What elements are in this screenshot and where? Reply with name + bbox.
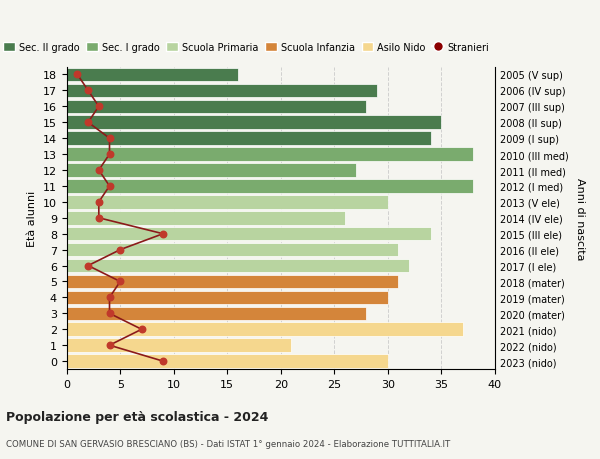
Point <box>115 278 125 285</box>
Point <box>105 183 115 190</box>
Bar <box>67 132 431 146</box>
Bar <box>67 307 367 320</box>
Point <box>105 294 115 302</box>
Bar <box>67 148 473 162</box>
Bar <box>67 275 398 289</box>
Legend: Sec. II grado, Sec. I grado, Scuola Primaria, Scuola Infanzia, Asilo Nido, Stran: Sec. II grado, Sec. I grado, Scuola Prim… <box>0 39 493 57</box>
Bar <box>67 339 292 352</box>
Bar <box>67 84 377 98</box>
Bar <box>67 68 238 82</box>
Point <box>83 88 93 95</box>
Bar <box>67 212 345 225</box>
Point <box>94 167 104 174</box>
Point <box>83 262 93 269</box>
Point <box>94 215 104 222</box>
Point <box>158 358 168 365</box>
Point <box>115 246 125 254</box>
Point <box>83 119 93 127</box>
Bar <box>67 101 367 114</box>
Point <box>137 326 146 333</box>
Bar <box>67 164 356 177</box>
Point <box>105 342 115 349</box>
Point <box>94 103 104 111</box>
Point <box>73 72 82 79</box>
Bar <box>67 228 431 241</box>
Point <box>105 151 115 158</box>
Y-axis label: Età alunni: Età alunni <box>28 190 37 246</box>
Bar <box>67 259 409 273</box>
Point <box>105 135 115 143</box>
Bar <box>67 323 463 336</box>
Bar <box>67 243 398 257</box>
Text: Popolazione per età scolastica - 2024: Popolazione per età scolastica - 2024 <box>6 410 268 423</box>
Point <box>94 199 104 206</box>
Bar <box>67 354 388 368</box>
Bar <box>67 180 473 193</box>
Point <box>158 230 168 238</box>
Bar <box>67 116 441 130</box>
Bar <box>67 196 388 209</box>
Bar <box>67 291 388 304</box>
Text: COMUNE DI SAN GERVASIO BRESCIANO (BS) - Dati ISTAT 1° gennaio 2024 - Elaborazion: COMUNE DI SAN GERVASIO BRESCIANO (BS) - … <box>6 439 450 448</box>
Point <box>105 310 115 317</box>
Y-axis label: Anni di nascita: Anni di nascita <box>575 177 585 259</box>
